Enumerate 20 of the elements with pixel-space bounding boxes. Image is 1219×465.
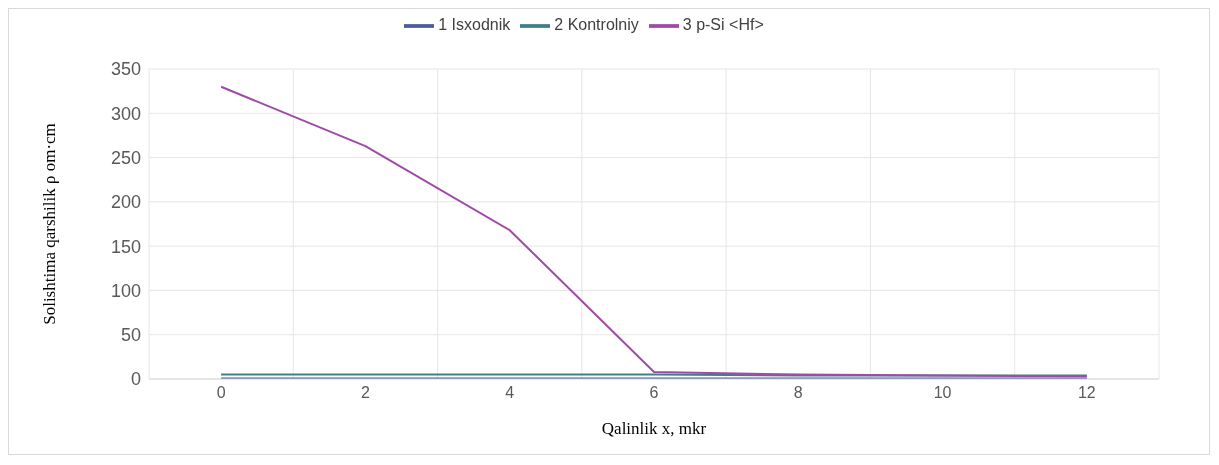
legend-label: 3 p-Si <Hf> bbox=[682, 16, 764, 34]
y-tick-label: 350 bbox=[110, 59, 141, 80]
x-axis-title: Qalinlik x, mkr bbox=[601, 419, 707, 438]
line-series bbox=[220, 85, 1088, 378]
x-tick-label: 6 bbox=[649, 384, 659, 402]
x-tick-label: 8 bbox=[793, 384, 803, 402]
legend-label: 1 Isxodnik bbox=[438, 16, 511, 34]
x-tick-label: 2 bbox=[360, 384, 370, 402]
y-tick-label: 150 bbox=[110, 236, 141, 257]
y-tick-label: 300 bbox=[110, 103, 141, 124]
y-tick-label: 200 bbox=[110, 192, 141, 213]
x-tick-label: 0 bbox=[216, 384, 226, 402]
x-tick-label: 12 bbox=[1077, 384, 1096, 402]
y-tick-label: 100 bbox=[110, 280, 141, 301]
x-tick-label: 4 bbox=[505, 384, 515, 402]
legend-label: 2 Kontrolniy bbox=[554, 16, 639, 34]
y-tick-label: 50 bbox=[120, 325, 141, 346]
y-axis-title: Solishtima qarshilik ρ om·cm bbox=[40, 123, 60, 325]
y-tick-label: 250 bbox=[110, 147, 141, 168]
x-tick-label: 10 bbox=[933, 384, 952, 402]
